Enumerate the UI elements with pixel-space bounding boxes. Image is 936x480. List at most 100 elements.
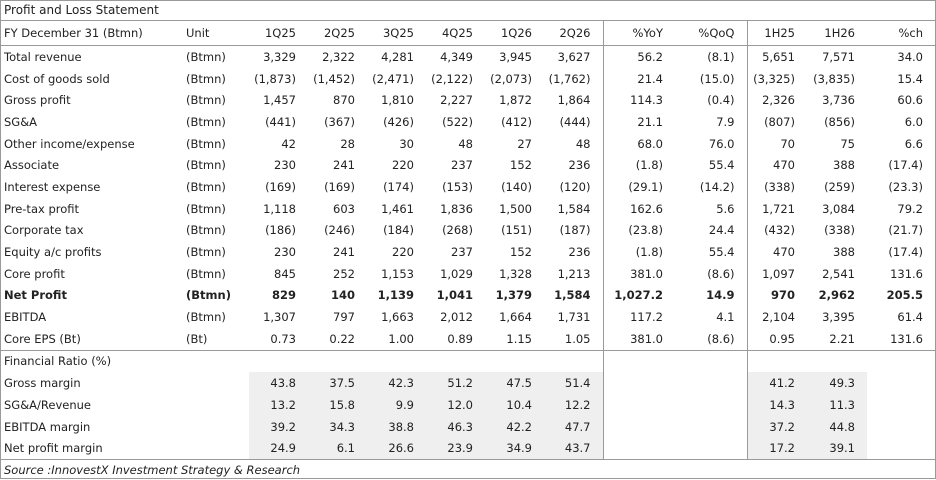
quarter-value: (140) [501, 179, 532, 194]
half-2-value: (856) [824, 114, 855, 129]
empty-cell [602, 372, 747, 394]
yoy-value: (1.8) [602, 154, 675, 177]
row-unit: (Btmn) [186, 310, 226, 325]
ratio-section-title: Financial Ratio (%) [1, 349, 603, 373]
ratio-row: Gross margin 43.8 37.5 42.3 51.2 47.5 51.4 41.2… [1, 372, 935, 394]
half-2-value: 3,736 [822, 93, 855, 108]
half-1-value: 2,326 [746, 89, 807, 112]
quarter-value: (426) [383, 114, 414, 129]
quarter-value: 30 [399, 136, 414, 151]
quarter-value: (441) [265, 114, 296, 129]
ratio-quarter-value: 15.8 [308, 394, 367, 416]
quarter-value: 27 [517, 136, 532, 151]
ratio-quarter-value: 51.4 [544, 372, 603, 394]
table-row: SG&A (Btmn) (441) (367) (426) (522) (412) (444)… [1, 111, 935, 133]
quarter-value: 3,627 [557, 49, 591, 64]
yoy-value: 56.2 [602, 45, 675, 68]
ratio-quarter-value: 47.5 [485, 372, 544, 394]
quarter-value: (1,452) [313, 71, 355, 86]
quarter-value: 3,329 [263, 49, 296, 64]
quarter-value: 870 [333, 93, 355, 108]
qoq-value: 7.9 [716, 114, 735, 129]
quarter-value: 241 [333, 158, 355, 173]
ratio-quarter-value: 34.3 [308, 415, 367, 438]
table-row: Associate (Btmn) 230 241 220 237 152 236 (1.8) 55… [1, 154, 935, 177]
quarter-value: 2,322 [322, 49, 355, 64]
row-label: Cost of goods sold [4, 71, 110, 86]
quarter-value: 220 [392, 245, 414, 260]
ratio-quarter-value: 46.3 [426, 415, 485, 438]
empty-cell [602, 394, 747, 416]
row-label: Associate [4, 158, 60, 173]
half-1-value: 470 [746, 241, 807, 263]
quarter-value: (1,873) [254, 71, 296, 86]
quarter-value: (1,762) [548, 71, 591, 86]
quarter-value: (2,471) [372, 71, 414, 86]
quarter-value: 1,663 [381, 310, 414, 325]
row-unit: (Btmn) [186, 245, 226, 260]
half-2-value: 2,541 [822, 266, 855, 281]
row-unit: (Btmn) [186, 136, 226, 151]
ratio-quarter-value: 51.2 [426, 372, 485, 394]
ratio-half-2-value: 11.3 [807, 394, 867, 416]
quarter-value: 1,139 [377, 288, 414, 303]
header-qoq: %QoQ [675, 21, 747, 46]
ratio-quarter-value: 38.8 [367, 415, 426, 438]
change-value: (21.7) [888, 223, 923, 238]
ratio-quarter-value: 26.6 [367, 437, 426, 460]
ratio-quarter-value: 10.4 [485, 394, 544, 416]
quarter-value: (151) [501, 223, 532, 238]
quarter-value: 1,461 [381, 201, 414, 216]
ratio-quarter-value: 34.9 [485, 437, 544, 460]
qoq-value: 55.4 [708, 158, 735, 173]
qoq-value: (8.1) [707, 49, 735, 64]
change-value: 79.2 [897, 201, 923, 216]
row-label: Core profit [4, 266, 65, 281]
quarter-value: 1,118 [263, 201, 296, 216]
quarter-value: 1,041 [436, 288, 473, 303]
quarter-value: (268) [442, 223, 473, 238]
quarter-value: 236 [568, 158, 591, 173]
change-value: 61.4 [897, 310, 923, 325]
header-period: 3Q25 [367, 21, 426, 46]
ratio-quarter-value: 42.3 [367, 372, 426, 394]
quarter-value: 1,584 [554, 288, 591, 303]
empty-cell [867, 437, 935, 459]
change-value: 6.6 [904, 136, 923, 151]
quarter-value: 237 [451, 245, 473, 260]
row-unit: (Btmn) [186, 49, 226, 64]
quarter-value: 1,029 [440, 266, 473, 281]
quarter-value: 603 [333, 201, 355, 216]
quarter-value: (2,073) [490, 71, 532, 86]
quarter-value: 237 [451, 158, 473, 173]
yoy-value: (23.8) [602, 219, 675, 242]
quarter-value: 1,379 [495, 288, 532, 303]
yoy-value: 21.4 [602, 67, 675, 90]
change-value: 60.6 [897, 93, 923, 108]
half-2-value: 388 [833, 245, 855, 260]
table-row: Pre-tax profit (Btmn) 1,118 603 1,461 1,836 1,… [1, 197, 935, 220]
ratio-half-2-value: 49.3 [807, 372, 867, 394]
qoq-value: (14.2) [699, 179, 735, 194]
quarter-value: 1.00 [388, 331, 414, 346]
ratio-quarter-value: 24.9 [249, 437, 308, 460]
change-value: 131.6 [890, 266, 923, 281]
ratio-half-1-value: 14.3 [746, 394, 807, 416]
quarter-value: (186) [265, 223, 296, 238]
quarter-value: (184) [383, 223, 414, 238]
empty-cell [867, 416, 935, 438]
quarter-value: 241 [333, 245, 355, 260]
half-1-value: 1,097 [746, 262, 807, 285]
change-value: 131.6 [890, 331, 923, 346]
quarter-value: 1,328 [499, 266, 532, 281]
ratio-quarter-value: 37.5 [308, 372, 367, 394]
half-1-value: 2,104 [746, 306, 807, 328]
empty-cell [602, 415, 747, 438]
yoy-value: 117.2 [602, 306, 675, 328]
header-h2: 1H26 [807, 21, 867, 46]
half-2-value: (259) [824, 179, 855, 194]
quarter-value: 4,349 [440, 49, 473, 64]
quarter-value: 230 [274, 245, 296, 260]
quarter-value: 1,731 [557, 310, 591, 325]
